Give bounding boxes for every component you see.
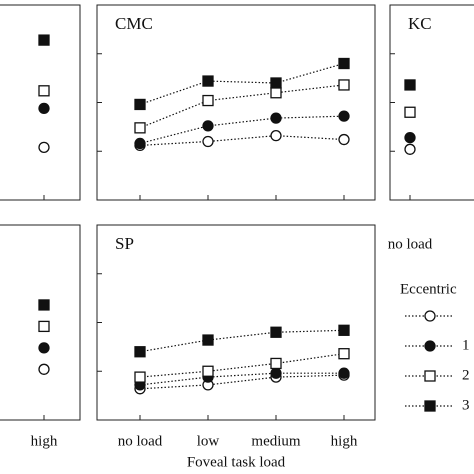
marker: [270, 129, 282, 142]
x-tick-label: high: [331, 433, 358, 449]
marker: [338, 57, 350, 70]
marker: [338, 367, 350, 379]
marker: [38, 363, 50, 375]
marker: [270, 357, 282, 370]
series-line: [139, 62, 345, 106]
marker: [270, 112, 282, 124]
marker: [38, 34, 50, 46]
marker: [134, 346, 146, 358]
x-tick-label: no load: [118, 433, 163, 449]
legend-label: 3: [462, 397, 470, 413]
marker: [404, 143, 416, 155]
marker: [38, 342, 50, 354]
marker: [338, 348, 350, 360]
marker: [134, 122, 146, 134]
series-line: [139, 135, 345, 146]
marker: [202, 135, 214, 148]
marker: [38, 141, 50, 154]
panel-frame: [0, 224, 81, 421]
legend-key: [424, 370, 436, 382]
x-tick-label: no load: [388, 236, 433, 252]
x-tick-label: low: [197, 433, 220, 449]
series-line: [139, 372, 344, 386]
series-line: [139, 115, 345, 145]
panel-title: CMC: [115, 14, 153, 33]
legend-key: [424, 340, 436, 352]
marker: [338, 110, 350, 122]
marker: [270, 367, 282, 379]
legend-label: 2: [462, 367, 470, 383]
marker: [404, 79, 416, 91]
series-line: [139, 329, 345, 353]
marker: [134, 371, 146, 383]
series-line: [139, 353, 345, 378]
legend-key: [424, 310, 436, 322]
marker: [202, 334, 214, 346]
marker: [404, 106, 416, 118]
legend-label: 1: [462, 337, 470, 353]
panel-frame: [0, 4, 81, 201]
marker: [134, 98, 146, 111]
marker: [338, 133, 350, 146]
marker: [134, 137, 146, 150]
marker: [38, 320, 50, 333]
panel-title: KC: [408, 14, 432, 33]
marker: [202, 75, 214, 87]
panel-title: SP: [115, 234, 134, 253]
marker: [202, 120, 214, 132]
panel-frame: [389, 4, 474, 201]
marker: [38, 85, 50, 97]
marker: [38, 102, 50, 114]
legend-key: [424, 400, 436, 412]
marker: [270, 77, 282, 89]
marker: [270, 326, 282, 338]
marker: [404, 131, 416, 144]
marker: [338, 324, 350, 336]
x-tick-label: medium: [251, 433, 300, 449]
legend-title: Eccentric: [400, 281, 457, 297]
x-tick-label: high: [31, 433, 58, 449]
marker: [338, 79, 350, 91]
marker: [270, 87, 282, 99]
marker: [38, 299, 50, 311]
x-axis-label: Foveal task load: [187, 454, 286, 470]
series-line: [139, 84, 345, 129]
marker: [202, 94, 214, 107]
series-line: [139, 374, 345, 390]
marker: [202, 365, 214, 377]
